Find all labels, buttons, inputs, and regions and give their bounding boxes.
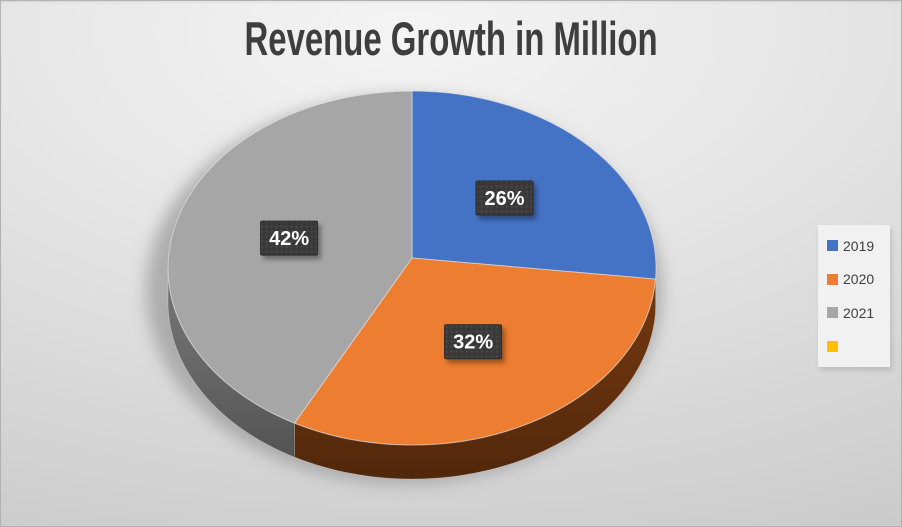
legend: 2019 2020 2021 [818,225,890,367]
legend-label: 2020 [843,271,874,287]
legend-item-2020[interactable]: 2020 [818,266,890,292]
chart-canvas: Revenue Growth in Million 26%32%42 [0,0,902,527]
data-label-2019[interactable]: 26% [476,181,533,215]
legend-label: 2019 [843,238,874,254]
data-label-text: 32% [453,332,493,354]
legend-label: 2021 [843,305,874,321]
legend-item-blank[interactable] [818,333,890,359]
data-label-2021[interactable]: 42% [261,221,318,255]
pie-slices [168,91,656,445]
data-label-text: 26% [484,188,524,210]
legend-item-2019[interactable]: 2019 [818,233,890,259]
data-label-text: 42% [269,228,309,250]
data-label-2020[interactable]: 32% [445,325,502,359]
legend-swatch-2021 [827,307,838,318]
legend-item-2021[interactable]: 2021 [818,300,890,326]
legend-swatch-blank [827,341,838,352]
pie-chart-3d: 26% 32% 42% [0,0,902,527]
legend-swatch-2020 [827,274,838,285]
pie-slice-2019[interactable] [412,91,656,279]
legend-swatch-2019 [827,240,838,251]
